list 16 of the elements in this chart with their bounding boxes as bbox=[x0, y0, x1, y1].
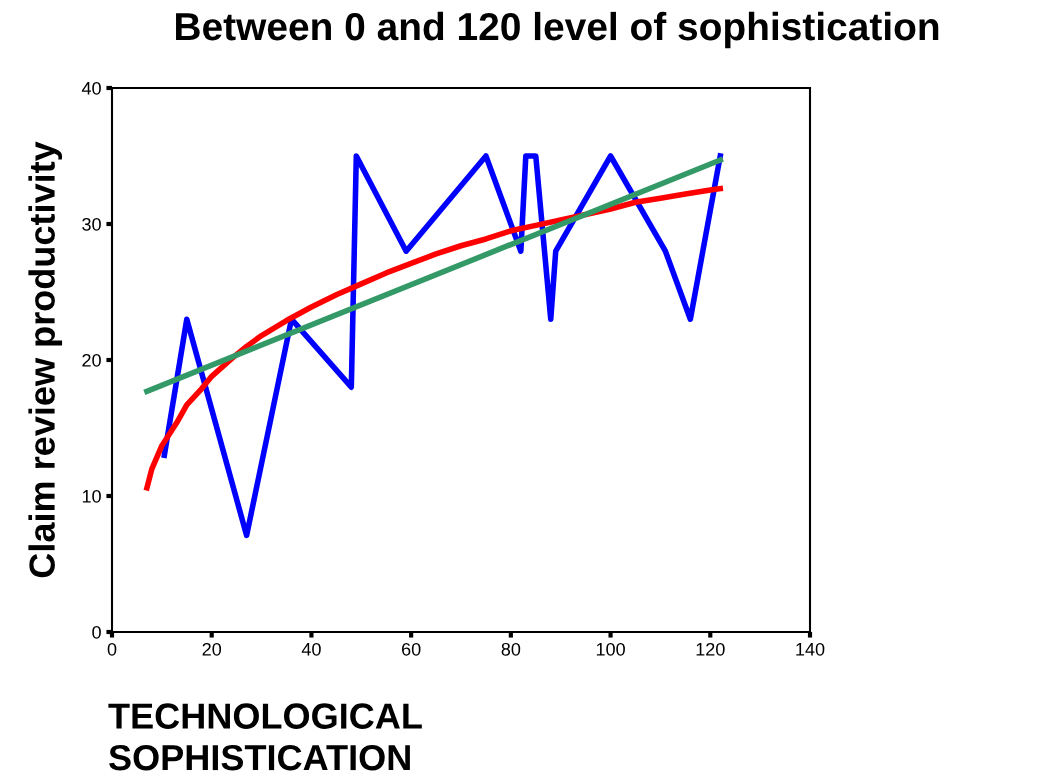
x-axis-title: TECHNOLOGICAL SOPHISTICATION bbox=[108, 703, 422, 771]
x-tick-label: 140 bbox=[796, 642, 825, 656]
y-tick-label: 10 bbox=[82, 489, 101, 503]
y-tick-label: 30 bbox=[82, 217, 101, 231]
chart-title: Between 0 and 120 level of sophistication bbox=[176, 11, 939, 49]
x-tick-label: 80 bbox=[501, 642, 521, 656]
y-tick-label: 0 bbox=[92, 625, 101, 639]
y-axis-title: Claim review productivity bbox=[28, 141, 63, 578]
x-tick-label: 60 bbox=[402, 642, 421, 656]
y-tick-label: 20 bbox=[82, 353, 101, 367]
x-tick-label: 100 bbox=[596, 642, 625, 656]
x-tick-label: 40 bbox=[301, 642, 321, 656]
x-tick-label: 0 bbox=[107, 642, 117, 656]
y-tick-label: 40 bbox=[81, 81, 101, 95]
x-tick-label: 20 bbox=[202, 642, 222, 656]
x-tick-label: 120 bbox=[696, 642, 725, 656]
